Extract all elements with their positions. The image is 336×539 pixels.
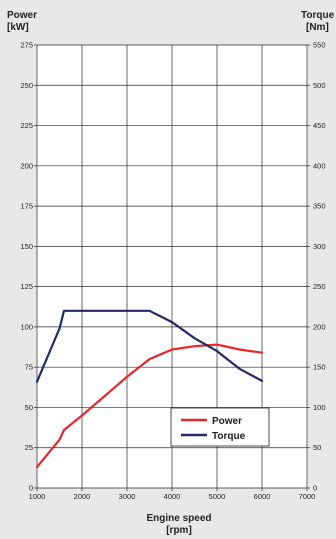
right-tick-label: 450 — [313, 121, 326, 130]
legend: Power Torque — [170, 407, 270, 447]
left-tick-label: 75 — [25, 363, 33, 372]
left-tick-label: 250 — [20, 81, 33, 90]
x-axis-title-line2: [rpm] — [166, 525, 192, 536]
right-tick-label: 0 — [313, 484, 317, 493]
left-tick-label: 100 — [20, 322, 33, 331]
series-lines — [35, 309, 264, 469]
right-tick-label: 550 — [313, 41, 326, 50]
x-axis-title-line1: Engine speed — [146, 513, 211, 524]
left-tick-label: 200 — [20, 161, 33, 170]
left-tick-label: 25 — [25, 443, 33, 452]
legend-box — [170, 407, 270, 447]
right-tick-label: 250 — [313, 282, 326, 291]
x-tick-label: 2000 — [74, 492, 91, 501]
legend-torque-label: Torque — [212, 431, 246, 442]
legend-power-label: Power — [212, 416, 242, 427]
right-axis-title-line1: Torque — [301, 10, 335, 21]
right-tick-label: 350 — [313, 202, 326, 211]
left-tick-label: 125 — [20, 282, 33, 291]
right-tick-label: 50 — [313, 443, 321, 452]
x-tick-label: 4000 — [164, 492, 181, 501]
left-tick-label: 50 — [25, 403, 33, 412]
tick-labels: 0 0 25 50 50 100 75 150 100 200 125 250 150 300 175 350… — [20, 41, 325, 502]
x-tick-label: 1000 — [29, 492, 46, 501]
right-tick-label: 500 — [313, 81, 326, 90]
left-tick-label: 275 — [20, 41, 33, 50]
right-tick-label: 150 — [313, 363, 326, 372]
x-tick-label: 6000 — [254, 492, 271, 501]
right-tick-label: 300 — [313, 242, 326, 251]
right-axis-title-line2: [Nm] — [306, 22, 329, 33]
left-tick-label: 150 — [20, 242, 33, 251]
right-tick-label: 400 — [313, 161, 326, 170]
left-axis-title-line2: [kW] — [7, 22, 29, 33]
x-tick-label: 5000 — [209, 492, 226, 501]
right-tick-label: 200 — [313, 322, 326, 331]
x-tick-label: 7000 — [299, 492, 316, 501]
left-tick-label: 0 — [29, 484, 33, 493]
left-axis-title-line1: Power — [7, 10, 37, 21]
left-tick-label: 225 — [20, 121, 33, 130]
left-tick-label: 175 — [20, 202, 33, 211]
right-tick-label: 100 — [313, 403, 326, 412]
power-series-line — [35, 343, 264, 469]
torque-series-line — [35, 309, 264, 383]
x-tick-label: 3000 — [119, 492, 136, 501]
